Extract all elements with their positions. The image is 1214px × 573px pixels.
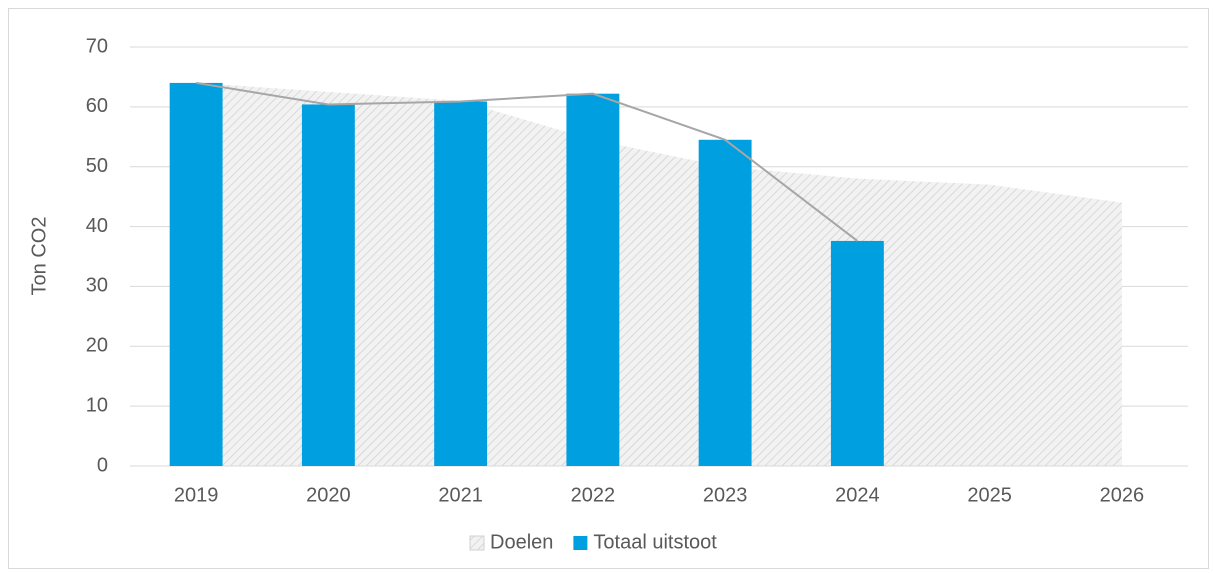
y-axis-label: Ton CO2 [28, 217, 50, 296]
y-tick-label: 60 [86, 95, 108, 117]
y-tick-label: 0 [97, 454, 108, 476]
y-tick-label: 50 [86, 155, 108, 177]
y-tick-label: 40 [86, 215, 108, 237]
bar [169, 82, 223, 467]
area [196, 82, 1122, 467]
trend-line [195, 81, 858, 242]
x-tick-label: 2024 [835, 484, 880, 506]
x-tick-label: 2026 [1100, 484, 1145, 506]
bar [698, 139, 752, 466]
x-tick-label: 2020 [306, 484, 351, 506]
y-tick-label: 10 [86, 394, 108, 416]
x-tick-label: 2019 [174, 484, 219, 506]
bar [566, 93, 620, 466]
bar [301, 104, 355, 466]
bar [434, 101, 488, 466]
legend-swatch [573, 536, 588, 550]
chart-border [8, 8, 1209, 569]
bar [830, 240, 884, 466]
legend-swatch [469, 535, 485, 551]
x-tick-label: 2021 [438, 484, 483, 506]
x-tick-label: 2023 [703, 484, 748, 506]
x-tick-label: 2025 [967, 484, 1012, 506]
legend-label: Doelen [490, 531, 553, 553]
y-tick-label: 20 [86, 335, 108, 357]
y-tick-label: 70 [86, 35, 108, 57]
y-tick-label: 30 [86, 275, 108, 297]
legend-label: Totaal uitstoot [593, 531, 717, 553]
x-tick-label: 2022 [571, 484, 616, 506]
